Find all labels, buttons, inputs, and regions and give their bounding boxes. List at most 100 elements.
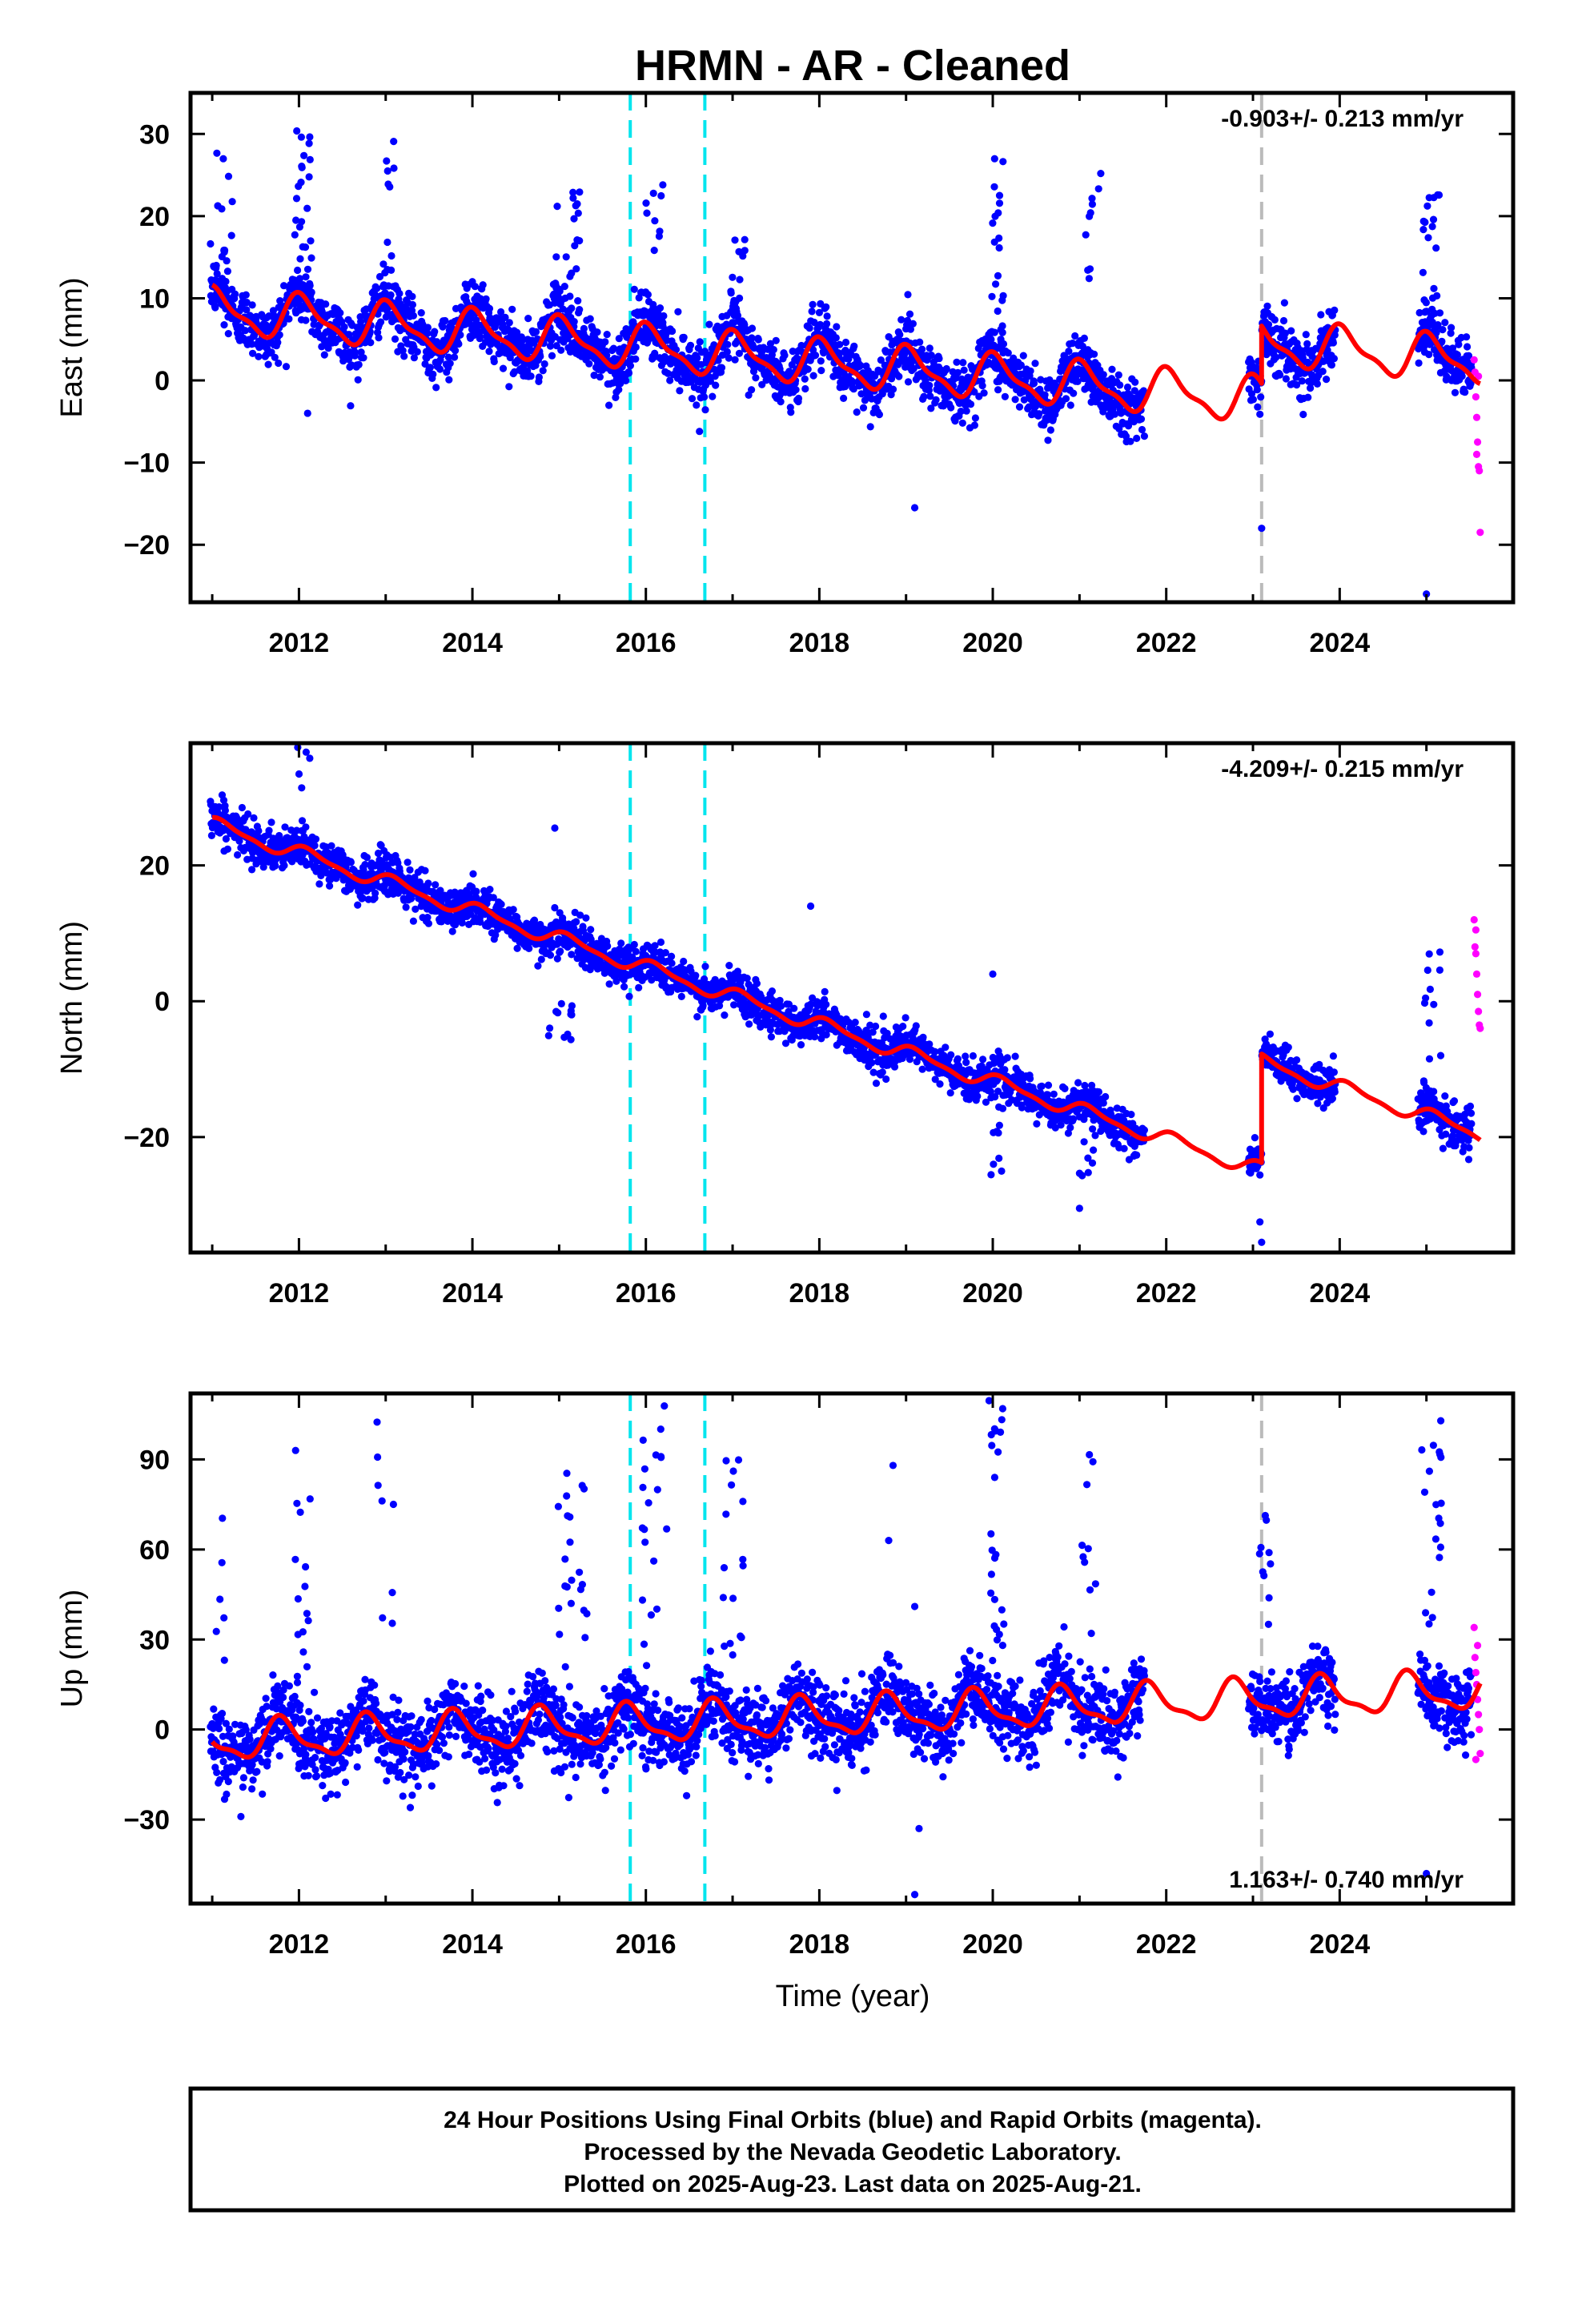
east-y-tick-label: −20 bbox=[123, 530, 170, 561]
east-outlier-point bbox=[224, 172, 233, 180]
east-outlier-point bbox=[997, 336, 1005, 344]
east-point bbox=[1017, 361, 1025, 369]
east-point bbox=[962, 407, 970, 415]
east-point bbox=[318, 343, 326, 351]
east-point bbox=[674, 308, 682, 316]
east-point bbox=[1415, 308, 1423, 317]
north-point bbox=[326, 882, 334, 890]
north-point bbox=[421, 866, 429, 875]
east-point bbox=[1110, 410, 1118, 418]
east-outlier-point bbox=[1428, 294, 1437, 302]
east-point bbox=[212, 261, 220, 270]
east-point bbox=[243, 299, 251, 307]
east-point bbox=[609, 344, 618, 352]
east-outlier-point bbox=[387, 251, 396, 260]
north-point bbox=[359, 894, 367, 903]
east-point bbox=[787, 408, 795, 416]
east-point bbox=[585, 360, 593, 368]
east-point bbox=[413, 348, 421, 356]
north-point bbox=[265, 826, 273, 834]
east-outlier-point bbox=[995, 243, 1003, 252]
north-point bbox=[411, 874, 419, 882]
east-outlier-point bbox=[655, 232, 664, 240]
north-point bbox=[221, 806, 229, 814]
north-point bbox=[918, 1065, 926, 1073]
east-point bbox=[536, 352, 544, 360]
east-point bbox=[400, 352, 408, 360]
east-point bbox=[1090, 350, 1098, 358]
east-x-tick-label: 2022 bbox=[1136, 628, 1197, 658]
east-outlier-point bbox=[729, 319, 737, 327]
east-outlier-point bbox=[552, 253, 560, 261]
east-point bbox=[1256, 410, 1264, 418]
east-point bbox=[548, 352, 556, 360]
east-point bbox=[451, 353, 459, 361]
east-point bbox=[1448, 344, 1457, 352]
north-point bbox=[872, 1022, 880, 1031]
east-point bbox=[436, 365, 444, 373]
east-point bbox=[399, 347, 407, 355]
north-point bbox=[363, 854, 371, 862]
east-point bbox=[693, 354, 701, 362]
east-point bbox=[444, 353, 452, 361]
east-point bbox=[213, 270, 221, 278]
east-point bbox=[815, 308, 823, 316]
east-point bbox=[1026, 367, 1034, 375]
east-point bbox=[781, 352, 789, 360]
east-outlier-point bbox=[293, 127, 301, 135]
east-point bbox=[1044, 436, 1052, 444]
east-point bbox=[424, 329, 432, 337]
east-point bbox=[367, 339, 375, 347]
east-point bbox=[849, 385, 857, 393]
east-outlier-point bbox=[213, 149, 221, 157]
east-point bbox=[417, 309, 425, 317]
east-point bbox=[688, 395, 697, 403]
east-point bbox=[302, 316, 310, 324]
east-point bbox=[1074, 377, 1082, 385]
north-point bbox=[572, 918, 580, 926]
east-point bbox=[1317, 311, 1325, 319]
east-point bbox=[1464, 343, 1472, 351]
east-y-tick-label: 10 bbox=[139, 283, 170, 314]
east-outlier-point bbox=[1424, 234, 1432, 242]
east-point bbox=[935, 355, 943, 363]
east-outlier-point bbox=[729, 273, 737, 281]
north-point bbox=[238, 803, 246, 812]
east-point bbox=[1415, 359, 1423, 367]
east-outlier-point bbox=[383, 157, 391, 165]
north-point bbox=[701, 975, 709, 983]
east-point bbox=[1323, 376, 1331, 384]
east-outlier-point bbox=[1086, 265, 1094, 273]
east-point bbox=[772, 336, 780, 344]
east-point bbox=[596, 373, 604, 381]
east-point bbox=[888, 375, 896, 383]
east-point bbox=[801, 384, 809, 393]
east-point bbox=[1138, 425, 1146, 434]
east-point bbox=[1253, 386, 1261, 394]
north-point bbox=[267, 818, 275, 826]
east-point bbox=[809, 372, 817, 380]
north-point bbox=[576, 911, 584, 919]
east-point bbox=[1299, 410, 1307, 419]
east-point bbox=[274, 339, 282, 347]
east-point bbox=[524, 367, 532, 375]
north-point bbox=[969, 1051, 977, 1060]
east-point bbox=[527, 372, 535, 380]
east-point bbox=[539, 367, 547, 375]
east-point bbox=[1467, 380, 1475, 388]
east-outlier-point bbox=[642, 199, 650, 207]
east-outlier-point bbox=[300, 151, 308, 159]
east-point bbox=[705, 320, 713, 328]
north-point bbox=[979, 1055, 987, 1063]
east-outlier-point bbox=[988, 292, 996, 300]
east-outlier-point bbox=[1088, 195, 1096, 203]
east-point bbox=[712, 381, 720, 389]
north-point bbox=[942, 1043, 950, 1051]
east-outlier-point bbox=[1419, 226, 1427, 234]
east-point bbox=[375, 334, 383, 342]
east-point bbox=[540, 360, 548, 368]
east-y-axis-label: East (mm) bbox=[55, 277, 89, 417]
east-panel: 2012 2014 2016 2018 2020 2022 20243020100−10−2… bbox=[55, 90, 1516, 658]
east-point bbox=[379, 260, 387, 268]
